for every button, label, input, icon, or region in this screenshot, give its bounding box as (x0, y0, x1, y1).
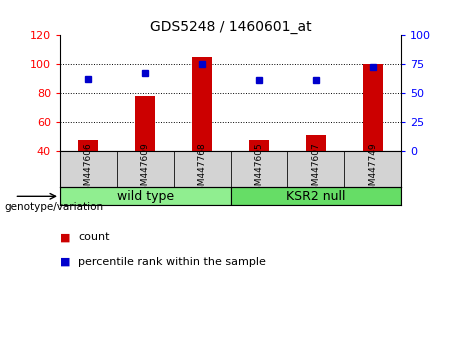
Bar (135, 96, 155, 151)
Text: count: count (78, 232, 110, 242)
Text: GSM447605: GSM447605 (254, 142, 263, 197)
Text: GSM447606: GSM447606 (84, 142, 93, 197)
FancyBboxPatch shape (287, 151, 344, 187)
FancyBboxPatch shape (230, 187, 401, 205)
Text: GSM447749: GSM447749 (368, 142, 377, 196)
Text: ■: ■ (60, 257, 71, 267)
Bar (306, 135, 326, 151)
Bar (249, 140, 269, 151)
Text: KSR2 null: KSR2 null (286, 190, 346, 203)
Bar (192, 57, 212, 151)
Bar (78, 140, 98, 151)
Text: wild type: wild type (117, 190, 174, 203)
Text: GSM447607: GSM447607 (311, 142, 320, 197)
FancyBboxPatch shape (344, 151, 401, 187)
FancyBboxPatch shape (60, 187, 230, 205)
Text: GSM447609: GSM447609 (141, 142, 150, 197)
Text: ■: ■ (60, 232, 71, 242)
Text: percentile rank within the sample: percentile rank within the sample (78, 257, 266, 267)
FancyBboxPatch shape (60, 151, 117, 187)
Bar (363, 64, 383, 151)
FancyBboxPatch shape (230, 151, 287, 187)
Title: GDS5248 / 1460601_at: GDS5248 / 1460601_at (150, 21, 311, 34)
FancyBboxPatch shape (174, 151, 230, 187)
Text: GSM447768: GSM447768 (198, 142, 207, 197)
Text: genotype/variation: genotype/variation (5, 202, 104, 212)
FancyBboxPatch shape (117, 151, 174, 187)
